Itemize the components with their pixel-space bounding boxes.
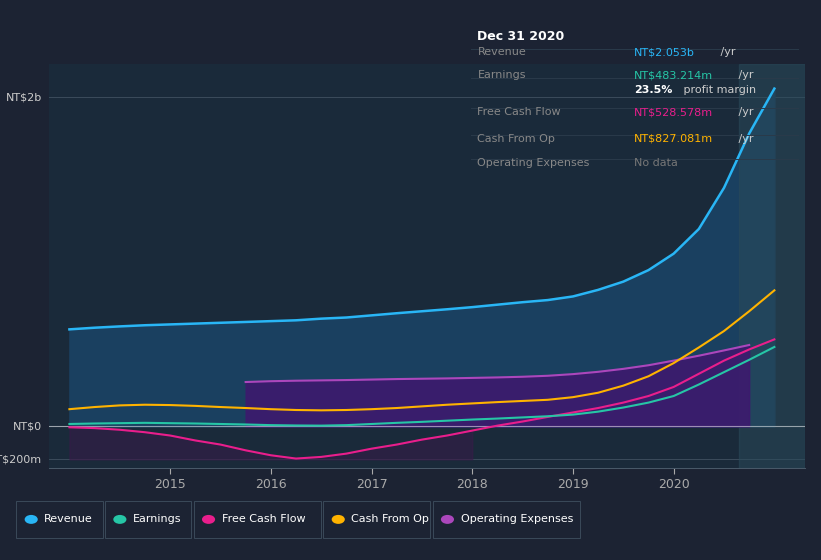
Text: profit margin: profit margin [681,85,756,95]
Text: NT$528.578m: NT$528.578m [635,107,713,117]
Text: Operating Expenses: Operating Expenses [478,158,589,168]
Text: Cash From Op: Cash From Op [478,134,555,143]
Text: Free Cash Flow: Free Cash Flow [478,107,561,117]
Text: Cash From Op: Cash From Op [351,515,429,524]
Text: Free Cash Flow: Free Cash Flow [222,515,305,524]
Text: No data: No data [635,158,678,168]
Text: Revenue: Revenue [478,48,526,58]
Text: 23.5%: 23.5% [635,85,672,95]
Text: Operating Expenses: Operating Expenses [461,515,573,524]
Text: NT$2b: NT$2b [6,92,42,102]
Text: Dec 31 2020: Dec 31 2020 [478,30,565,43]
Text: /yr: /yr [717,48,736,58]
Text: /yr: /yr [736,134,754,143]
Text: NT$0: NT$0 [12,422,42,431]
Text: NT$483.214m: NT$483.214m [635,70,713,80]
Text: Earnings: Earnings [133,515,181,524]
Text: /yr: /yr [736,107,754,117]
Text: Revenue: Revenue [44,515,93,524]
Bar [739,64,805,468]
Text: -NT$200m: -NT$200m [0,454,42,464]
Text: NT$2.053b: NT$2.053b [635,48,695,58]
Text: /yr: /yr [736,70,754,80]
Text: NT$827.081m: NT$827.081m [635,134,713,143]
Text: Earnings: Earnings [478,70,526,80]
